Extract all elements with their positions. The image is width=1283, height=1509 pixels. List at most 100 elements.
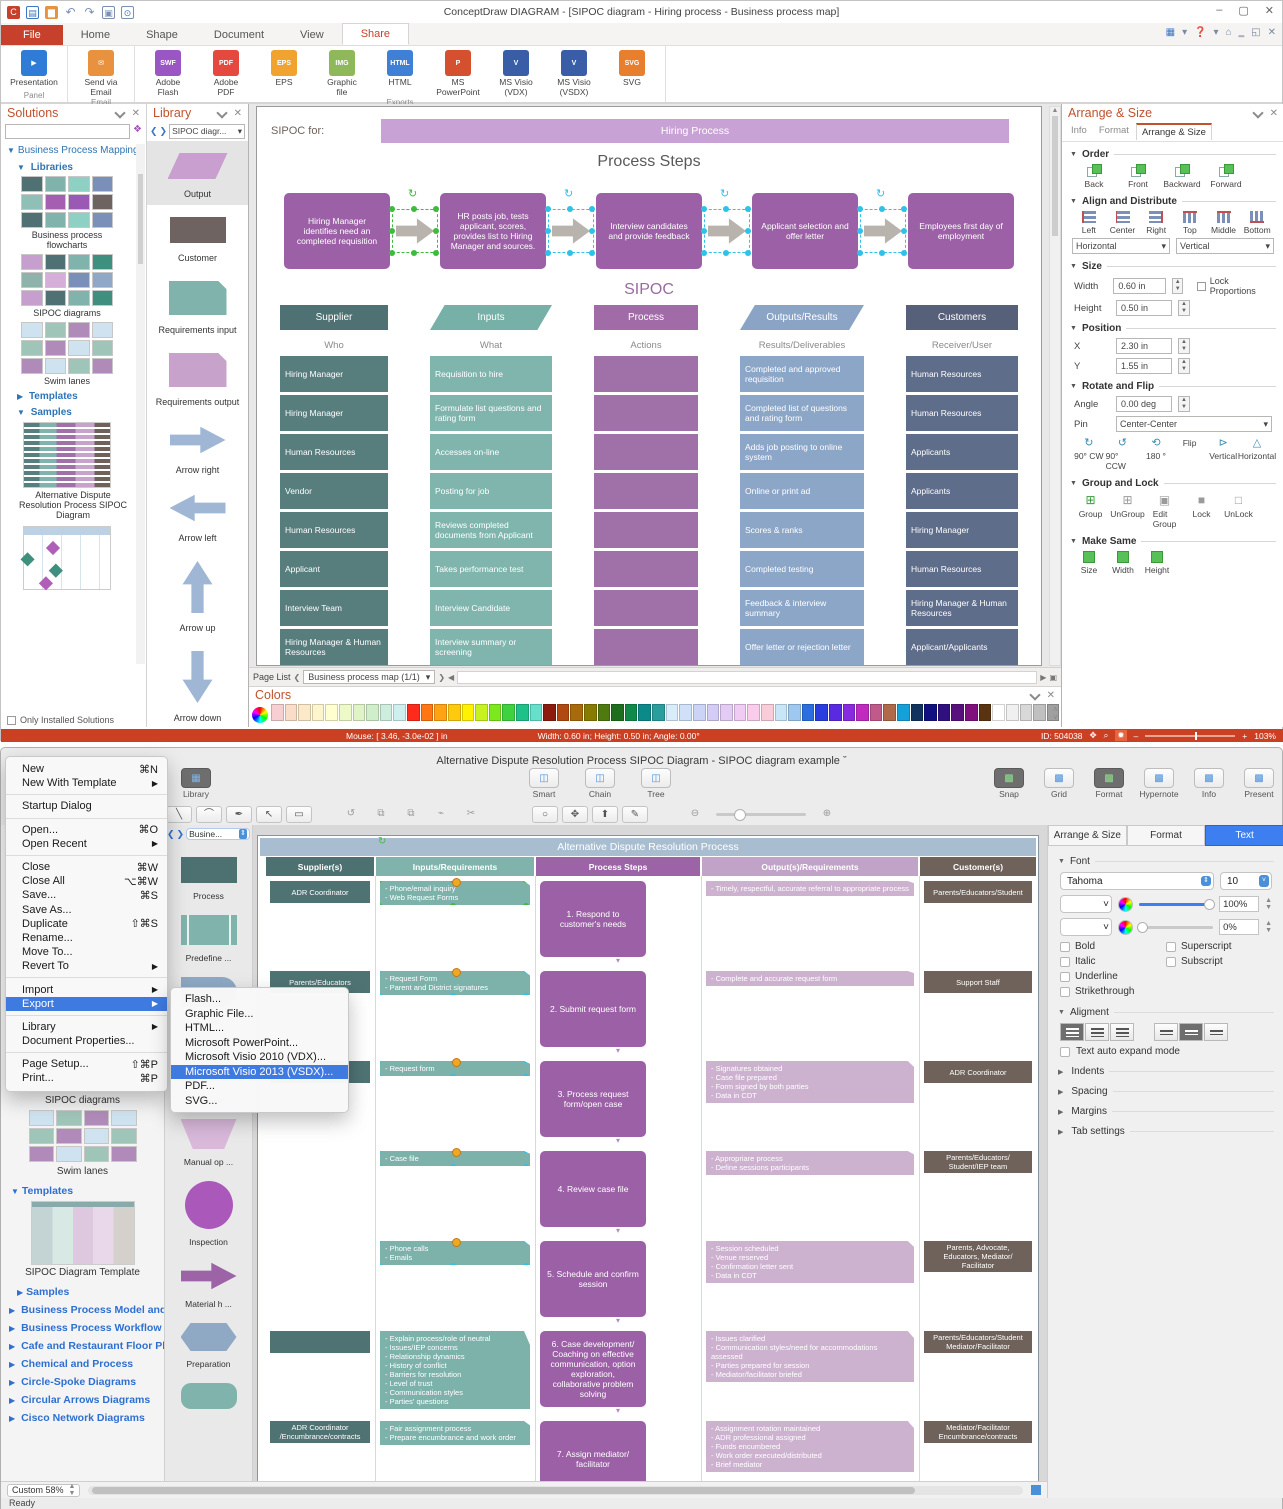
next-page-icon[interactable]: ❯ xyxy=(438,672,446,682)
library-shape-item[interactable]: Arrow right xyxy=(147,413,248,481)
pin-icon[interactable] xyxy=(215,107,228,119)
color-swatch[interactable] xyxy=(1019,704,1033,721)
zoom-in-icon[interactable]: + xyxy=(1242,730,1248,741)
color-swatch[interactable] xyxy=(965,704,978,721)
align-center-button[interactable] xyxy=(1085,1023,1109,1041)
customer-cell[interactable]: Parents, Advocate, Educators, Mediator/ … xyxy=(920,1236,1036,1326)
hand-tool-icon[interactable]: ✥ xyxy=(562,805,588,823)
inputs-cell[interactable]: - Request Form - Parent and District sig… xyxy=(376,966,534,1056)
process-cell[interactable] xyxy=(594,434,698,470)
input-cell[interactable]: Posting for job xyxy=(430,473,552,509)
close-button[interactable]: ✕ xyxy=(1264,5,1274,17)
panel-view-icon[interactable]: ▦ xyxy=(1165,27,1176,38)
color-swatch[interactable] xyxy=(556,704,570,721)
color-swatch[interactable] xyxy=(924,704,937,721)
process-cell[interactable] xyxy=(594,629,698,665)
output-cell[interactable]: Feedback & interview summary xyxy=(740,590,864,626)
color-swatch[interactable] xyxy=(1005,704,1019,721)
process-step[interactable]: Applicant selection and offer letter xyxy=(701,187,858,269)
rotate-flip-button[interactable]: ↺ 90° CCW xyxy=(1105,437,1127,471)
swim-lanes-thumbnail[interactable] xyxy=(28,1110,137,1162)
spacing-stepper[interactable]: ▲ ▼ xyxy=(1265,920,1272,934)
pen-tool-icon[interactable]: ✒ xyxy=(226,805,252,823)
font-style-checkbox-row[interactable]: Strikethrough xyxy=(1060,986,1166,997)
supplier-cell[interactable]: Hiring Manager & Human Resources xyxy=(280,629,388,665)
customer-cell[interactable]: Parents/Educators/Student xyxy=(920,876,1036,966)
sipoc-diagrams-caption[interactable]: SIPOC diagrams xyxy=(44,1095,121,1106)
rotate-flip-button[interactable]: ↻ 90° CW xyxy=(1074,437,1104,461)
horizontal-scrollbar[interactable] xyxy=(88,1485,1023,1495)
process-cell[interactable] xyxy=(594,395,698,431)
process-step[interactable]: Interview candidates and provide feedbac… xyxy=(545,187,702,269)
align-button[interactable]: Center xyxy=(1106,211,1140,235)
file-menu-item[interactable]: Startup Dialog ▶ xyxy=(22,800,92,813)
prev-page-icon[interactable]: ❮ xyxy=(293,672,301,682)
y-field[interactable]: 1.55 in xyxy=(1116,358,1172,374)
color-swatch[interactable] xyxy=(298,704,311,721)
highlight-color-select[interactable]: ˅ xyxy=(1060,918,1112,936)
distribute-horizontal-dropdown[interactable]: Horizontal ▾ xyxy=(1072,238,1170,254)
library-thumbnail[interactable] xyxy=(21,322,113,374)
view-toolbar-button[interactable]: ▩ Grid xyxy=(1036,768,1082,799)
zoom-out-icon[interactable]: – xyxy=(1133,730,1139,741)
text-color-select[interactable]: ˅ xyxy=(1060,895,1112,913)
solution-category[interactable]: ▶ Cisco Network Diagrams xyxy=(9,1412,145,1424)
shape-library-item[interactable]: Preparation xyxy=(165,1323,252,1369)
checkbox[interactable] xyxy=(1060,941,1070,952)
mode-toolbar-button[interactable]: ◫ Tree xyxy=(633,768,679,799)
solutions-search-input[interactable] xyxy=(5,124,131,139)
pan-hand-icon[interactable]: ✥ xyxy=(1089,730,1097,740)
diagram-column-header[interactable]: Output(s)/Requirements xyxy=(702,857,918,876)
export-submenu-item[interactable]: HTML... xyxy=(185,1022,225,1035)
diagram-column-header[interactable]: Process Steps xyxy=(536,857,700,876)
library-forward-icon[interactable]: ❯ xyxy=(159,126,168,136)
width-stepper[interactable]: ▲ ▼ xyxy=(1172,278,1184,294)
shape-library-item[interactable]: Inspection xyxy=(165,1181,252,1247)
ribbon-button[interactable]: SVG SVG xyxy=(603,48,661,97)
output-cell[interactable]: Completed list of questions and rating f… xyxy=(740,395,864,431)
align-button[interactable]: Top xyxy=(1173,211,1207,235)
file-menu-item[interactable]: ▶ xyxy=(6,851,167,856)
color-swatch[interactable] xyxy=(978,704,992,721)
group-lock-button[interactable]: □ UnLock xyxy=(1224,493,1253,519)
process-step-cell[interactable]: 4. Review case file xyxy=(536,1146,700,1236)
color-swatch[interactable] xyxy=(801,704,815,721)
diagram-column-header[interactable]: Supplier(s) xyxy=(266,857,374,876)
color-swatch[interactable] xyxy=(393,704,407,721)
color-wheel-icon[interactable] xyxy=(1118,919,1133,935)
sipoc-column-header[interactable]: Customers xyxy=(906,305,1018,330)
color-swatch[interactable] xyxy=(774,704,788,721)
outputs-cell[interactable]: - Timely, respectful, accurate referral … xyxy=(702,876,918,966)
outputs-cell[interactable]: - Assignment rotation maintained - ADR p… xyxy=(702,1416,918,1482)
color-swatch[interactable] xyxy=(352,704,366,721)
group-lock-button[interactable]: ⊞ Group xyxy=(1078,493,1103,519)
library-thumbnail[interactable] xyxy=(21,176,113,228)
sipoc-column-header[interactable]: Inputs xyxy=(430,305,552,330)
curve-tool-icon[interactable]: ⌒ xyxy=(196,805,222,823)
input-cell[interactable]: Formulate list questions and rating form xyxy=(430,395,552,431)
library-shape-item[interactable]: Arrow left xyxy=(147,481,248,549)
process-cell[interactable] xyxy=(594,551,698,587)
file-menu-item[interactable]: ▶ xyxy=(6,814,167,819)
file-menu-item[interactable]: Revert To ▶ xyxy=(22,960,158,973)
file-menu-item[interactable]: Move To... ▶ xyxy=(22,946,73,959)
close-panel-icon[interactable]: ✕ xyxy=(1269,107,1278,119)
library-shape-item[interactable]: Requirements input xyxy=(147,269,248,341)
file-menu-item[interactable]: ▶ xyxy=(6,1011,167,1016)
valign-middle-button[interactable] xyxy=(1179,1023,1203,1041)
file-menu-item[interactable]: Close ⌘W ▶ xyxy=(22,861,158,874)
color-swatch[interactable] xyxy=(679,704,692,721)
canvas-vertical-scrollbar[interactable]: ▲ xyxy=(1049,106,1061,666)
supplier-cell[interactable]: Human Resources xyxy=(280,434,388,470)
file-menu-item[interactable]: Open Recent ▶ xyxy=(22,837,158,850)
process-cell[interactable] xyxy=(594,512,698,548)
color-swatch[interactable] xyxy=(910,704,924,721)
color-swatch[interactable] xyxy=(652,704,665,721)
align-button[interactable]: Right xyxy=(1139,211,1173,235)
checkbox[interactable] xyxy=(1166,941,1176,952)
library-chooser-dropdown[interactable]: Busine... ⇕ xyxy=(186,828,250,840)
view-toolbar-button[interactable]: ▩ Present xyxy=(1236,768,1282,799)
file-menu-item[interactable]: Save... ⌘S ▶ xyxy=(22,889,158,902)
color-swatch[interactable] xyxy=(747,704,760,721)
sipoc-column-header[interactable]: Supplier xyxy=(280,305,388,330)
